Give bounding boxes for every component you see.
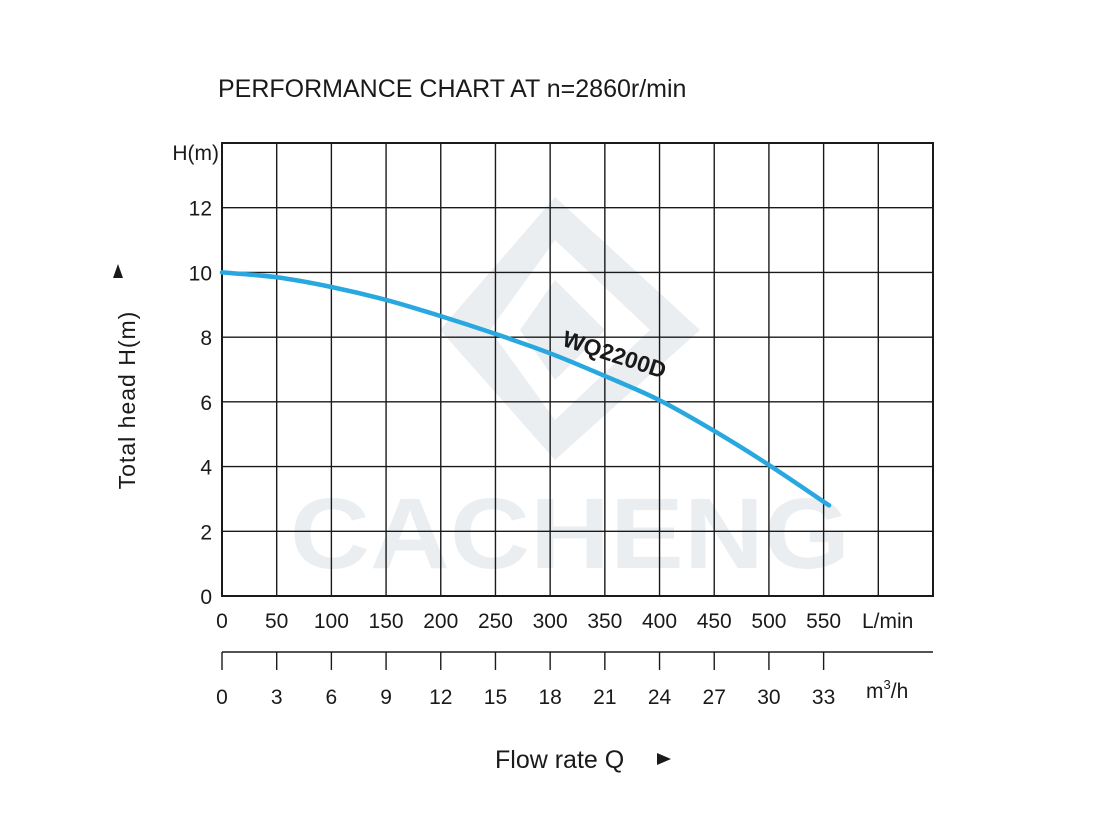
secondary-tick-label: 33 [812,686,835,709]
x-axis-label: Flow rate Q [495,746,624,774]
y-tick-label: 0 [200,586,212,609]
secondary-tick-label: 18 [538,686,561,709]
x-tick-label: 200 [423,610,458,633]
y-axis-unit: H(m) [172,142,219,165]
y-axis-label: Total head H(m) [114,311,140,490]
secondary-tick-label: 30 [757,686,780,709]
x-tick-label: 0 [216,610,228,633]
y-axis-ticks: 0 2 4 6 8 10 12 [189,198,213,609]
secondary-tick-label: 6 [326,686,338,709]
x-tick-label: 300 [533,610,568,633]
x-axis-arrow-icon [657,753,671,765]
watermark-text: CACHENG [290,478,850,590]
secondary-tick-label: 27 [703,686,726,709]
x-tick-label: 350 [587,610,622,633]
watermark-logo-diamond [440,197,700,460]
secondary-tick-label: 3 [271,686,283,709]
y-tick-label: 8 [200,327,212,350]
chart-title: PERFORMANCE CHART AT n=2860r/min [218,75,686,103]
x-unit-secondary-base: m [866,680,884,703]
y-tick-label: 12 [189,198,212,221]
x-tick-label: 250 [478,610,513,633]
x-tick-label: 500 [751,610,786,633]
watermark: CACHENG [290,197,850,590]
secondary-tick-label: 15 [484,686,507,709]
secondary-tick-label: 12 [429,686,452,709]
x-unit-secondary-tail: /h [891,680,909,703]
x-tick-label: 100 [314,610,349,633]
y-tick-label: 4 [200,457,212,480]
grid [221,142,934,597]
x-tick-label: 450 [697,610,732,633]
x-tick-label: 550 [806,610,841,633]
x-unit-secondary-sup: 3 [884,677,891,692]
secondary-tick-label: 9 [380,686,392,709]
x-axis-ticks-primary: 0 50 100 150 200 250 300 350 400 450 500 550 [216,610,841,633]
watermark-logo-core [520,280,605,380]
secondary-tick-label: 0 [216,686,228,709]
plot-frame [221,142,934,597]
y-tick-label: 2 [200,521,212,544]
secondary-tick-label: 21 [593,686,616,709]
x-axis-unit-secondary: m3/h [866,677,908,703]
x-tick-label: 400 [642,610,677,633]
y-tick-label: 10 [189,262,212,285]
x-axis-unit-primary: L/min [862,610,913,633]
series-line-wq2200d [219,270,832,508]
x-tick-label: 50 [265,610,288,633]
x-tick-label: 150 [369,610,404,633]
x-axis-secondary: 0 3 6 9 12 15 18 21 24 27 30 33 [216,651,933,709]
y-tick-label: 6 [200,392,212,415]
watermark-logo-inner [490,240,650,420]
y-axis-arrow-icon [113,264,123,278]
secondary-tick-label: 24 [648,686,672,709]
